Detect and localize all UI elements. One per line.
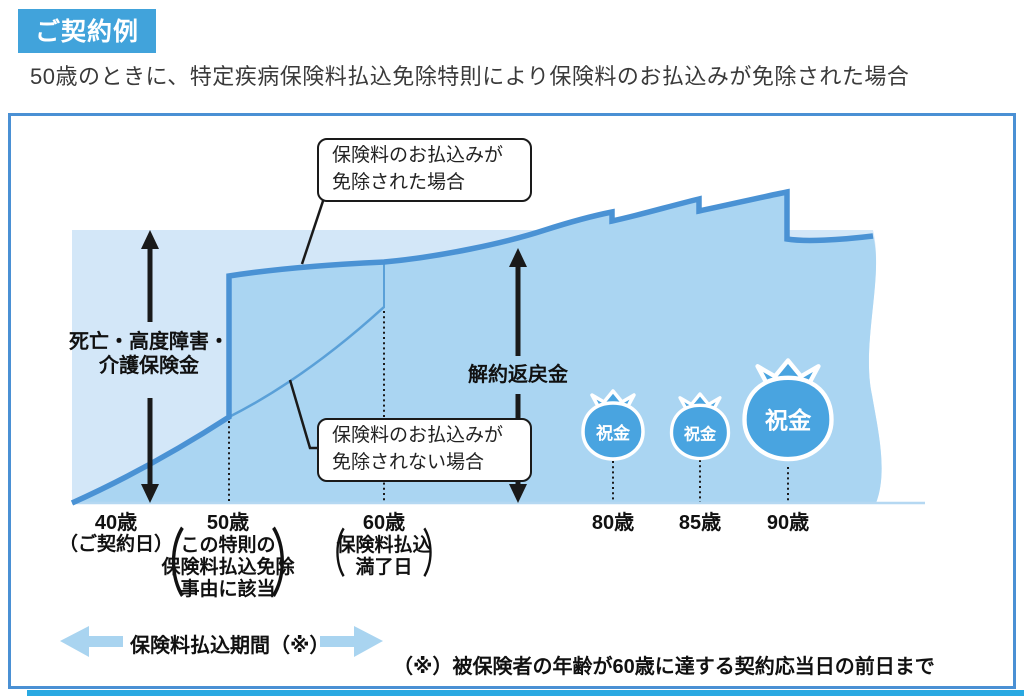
axis-age-85: 85歳 (678, 512, 722, 534)
callout-waived-line2: 免除された場合 (332, 172, 466, 193)
callout-not-waived: 保険料のお払込みが 免除されない場合 (317, 418, 532, 482)
contract-example-badge: ご契約例 (18, 9, 157, 53)
axis-age-60-note-line2: 満了日 (355, 557, 413, 578)
axis-age-50: 50歳 (206, 512, 250, 534)
big-paren-close: ） (421, 525, 455, 584)
axis-age-60-note: （ 保険料払込 満了日 ） (314, 529, 454, 581)
callout-not-waived-line1: 保険料のお払込みが (332, 425, 504, 447)
axis-age-50-note: （ この特則の 保険料払込免除 事由に該当 ） (138, 528, 318, 602)
axis-age-60: 60歳 (362, 512, 406, 534)
axis-age-40-value: 40歳 (94, 512, 138, 534)
axis-age-50-note-line2: 保険料払込免除 (161, 557, 295, 578)
callout-waived-line1: 保険料のお払込みが (332, 145, 504, 167)
death-benefit-label-line2: 介護保険金 (99, 355, 199, 378)
bottom-divider-bar (27, 690, 1024, 696)
death-benefit-label: 死亡・高度障害・ 介護保険金 (56, 330, 242, 379)
axis-age-80: 80歳 (591, 512, 635, 534)
axis-age-40-note: （ご契約日） (58, 534, 173, 555)
axis-age-50-note-line3: 事由に該当 (180, 579, 276, 600)
axis-age-90: 90歳 (766, 512, 810, 534)
death-benefit-label-line1: 死亡・高度障害・ (69, 331, 229, 353)
big-paren-close: ） (270, 523, 316, 607)
big-paren-open: （ (140, 523, 186, 607)
page-subtitle: 50歳のときに、特定疾病保険料払込免除特則により保険料のお払込みが免除された場合 (30, 64, 910, 89)
axis-age-40: 40歳 （ご契約日） (44, 512, 188, 556)
axis-age-50-note-line1: この特則の (180, 535, 276, 556)
surrender-value-label: 解約返戻金 (468, 364, 568, 386)
footnote: （※）被保険者の年齢が60歳に達する契約応当日の前日まで (393, 656, 935, 678)
callout-waived: 保険料のお払込みが 免除された場合 (317, 138, 532, 202)
callout-not-waived-line2: 免除されない場合 (332, 452, 485, 473)
axis-age-60-note-line1: 保険料払込 (336, 535, 432, 556)
payment-period-label: 保険料払込期間（※） (130, 635, 330, 657)
big-paren-open: （ (313, 525, 347, 584)
